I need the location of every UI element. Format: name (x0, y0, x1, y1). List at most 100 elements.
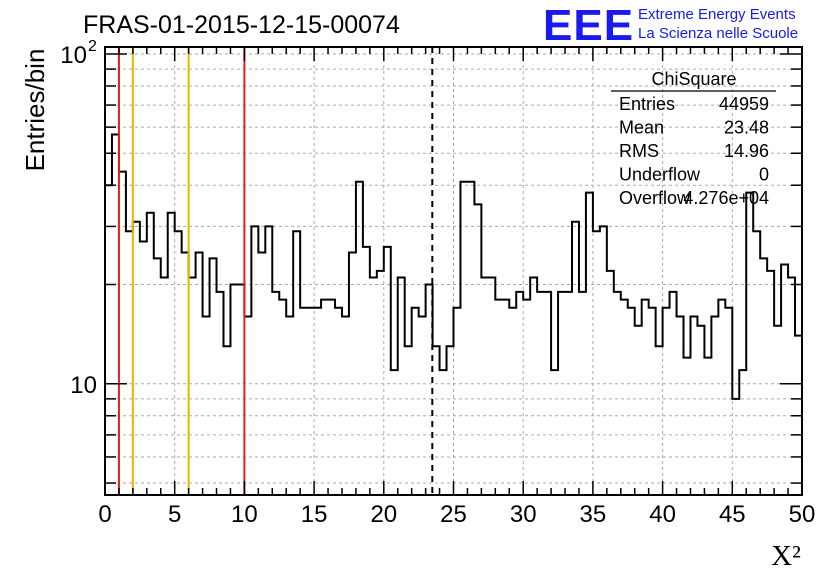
histogram-bin (307, 308, 314, 495)
histogram-bin (697, 326, 704, 495)
histogram-bin (544, 292, 551, 495)
stats-label: Overflow (619, 188, 691, 208)
histogram-bin (600, 226, 607, 495)
histogram-bin (363, 247, 370, 495)
stats-title: ChiSquare (651, 69, 736, 89)
y-tick-label: 10 (70, 372, 97, 399)
stats-label: Entries (619, 94, 675, 114)
histogram-bin (621, 300, 628, 495)
x-tick-label: 10 (231, 501, 258, 528)
histogram-bin (488, 278, 495, 495)
histogram-bin (251, 226, 258, 495)
stats-value: 4.276e+04 (683, 188, 769, 208)
histogram-bin (405, 346, 412, 495)
histogram-bin (551, 370, 558, 495)
histogram-bin (182, 253, 189, 495)
histogram-bin (349, 253, 356, 495)
histogram-bin (732, 399, 739, 495)
stats-label: Underflow (619, 165, 701, 185)
histogram-bin (614, 292, 621, 495)
histogram-bin (140, 242, 147, 495)
logo-line1: Extreme Energy Events (638, 6, 796, 23)
histogram-bin (670, 292, 677, 495)
x-tick-label: 5 (168, 501, 181, 528)
histogram-bin (154, 258, 161, 495)
histogram-bin (704, 358, 711, 495)
histogram-bin (328, 300, 335, 495)
stats-value: 44959 (719, 94, 769, 114)
histogram-bin (711, 316, 718, 495)
histogram-bin (523, 300, 530, 495)
histogram-bin (230, 285, 237, 495)
histogram-bin (370, 278, 377, 495)
histogram-bin (656, 346, 663, 495)
histogram-bin (447, 346, 454, 495)
histogram-bin (558, 292, 565, 495)
histogram-bin (454, 308, 461, 495)
histogram-bin (126, 231, 133, 495)
histogram-bin (161, 278, 168, 495)
histogram-bin (725, 308, 732, 495)
histogram-bin (781, 264, 788, 495)
histogram-bin (300, 308, 307, 495)
x-tick-label: 0 (98, 501, 111, 528)
histogram-bin (377, 271, 384, 495)
histogram-bin (467, 182, 474, 495)
histogram-bin (530, 278, 537, 495)
histogram-bin (433, 346, 440, 495)
y-tick-label: 10 (60, 42, 87, 69)
histogram-bin (286, 316, 293, 495)
histogram-bin (147, 213, 154, 495)
histogram-bin (175, 231, 182, 495)
histogram-bin (607, 271, 614, 495)
histogram-bin (412, 308, 419, 495)
histogram-bin (419, 316, 426, 495)
histogram-bin (516, 292, 523, 495)
histogram (105, 133, 802, 495)
histogram-bin (321, 300, 328, 495)
y-tick-exponent: 2 (88, 38, 97, 55)
x-tick-label: 30 (510, 501, 537, 528)
x-axis-label: X² (771, 540, 801, 572)
stats-value: 14.96 (724, 141, 769, 161)
histogram-bin (398, 278, 405, 495)
x-tick-label: 20 (370, 501, 397, 528)
histogram-bin (105, 185, 112, 495)
histogram-bin (760, 258, 767, 495)
reference-lines (117, 47, 434, 495)
histogram-bin (635, 326, 642, 495)
histogram-bin (502, 300, 509, 495)
histogram-bin (572, 222, 579, 495)
stats-label: RMS (619, 141, 659, 161)
histogram-bin (753, 231, 760, 495)
y-axis-label: Entries/bin (20, 49, 50, 172)
histogram-bin (112, 134, 119, 495)
histogram-bin (586, 193, 593, 495)
histogram-bin (628, 308, 635, 495)
histogram-bin (788, 278, 795, 495)
histogram-bin (440, 370, 447, 495)
histogram-bin (684, 358, 691, 495)
histogram-bin (767, 271, 774, 495)
histogram-bin (237, 285, 244, 495)
logo-line2: La Scienza nelle Scuole (638, 25, 798, 42)
x-tick-label: 45 (719, 501, 746, 528)
histogram-bin (593, 231, 600, 495)
histogram-bin (223, 346, 230, 495)
histogram-bin (265, 226, 272, 495)
x-tick-label: 15 (301, 501, 328, 528)
histogram-bin (196, 253, 203, 495)
histogram-bin (217, 292, 224, 495)
histogram-bin (460, 182, 467, 495)
x-tick-label: 50 (789, 501, 816, 528)
histogram-bin (565, 292, 572, 495)
logo-mark: EEE (543, 1, 634, 50)
histogram-bin (168, 213, 175, 495)
histogram-bin (335, 308, 342, 495)
stats-box: ChiSquare Entries 44959 Mean 23.48 RMS 14.96 U… (611, 69, 776, 208)
histogram-bin (774, 326, 781, 495)
histogram-bin (384, 247, 391, 495)
histogram-bin (279, 300, 286, 495)
x-tick-label: 40 (649, 501, 676, 528)
x-tick-label: 35 (580, 501, 607, 528)
